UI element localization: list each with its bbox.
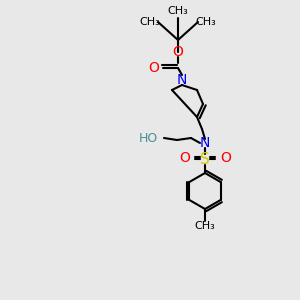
Text: S: S [200, 152, 210, 166]
Text: CH₃: CH₃ [195, 221, 215, 231]
Text: N: N [177, 73, 187, 87]
Text: CH₃: CH₃ [140, 17, 160, 27]
Text: HO: HO [139, 131, 158, 145]
Text: CH₃: CH₃ [196, 17, 216, 27]
Text: O: O [172, 45, 183, 59]
Text: O: O [148, 61, 159, 75]
Text: O: O [179, 151, 190, 165]
Text: N: N [200, 136, 210, 150]
Text: O: O [220, 151, 231, 165]
Text: CH₃: CH₃ [168, 6, 188, 16]
